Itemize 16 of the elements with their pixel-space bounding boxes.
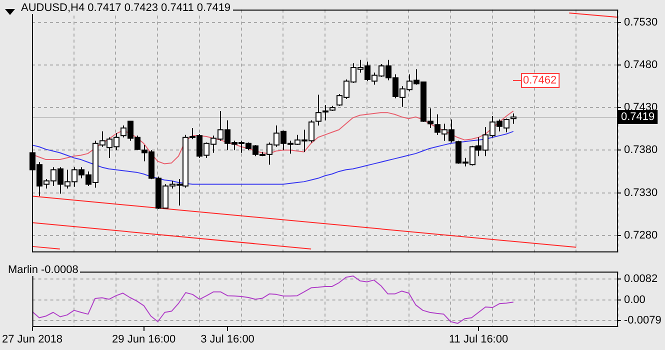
y-tick-label: 0.00 — [624, 294, 646, 306]
y-tick-label: -0.0079 — [624, 314, 662, 326]
x-tick-label: 11 Jul 16:00 — [448, 334, 508, 346]
y-tick-label: 0.7380 — [624, 144, 658, 156]
ref-line-label: 0.7419 — [621, 110, 655, 123]
y-tick-label: 0.7480 — [624, 59, 658, 72]
x-tick-label: 3 Jul 16:00 — [200, 334, 254, 346]
annotation: 0.7462 — [523, 74, 557, 86]
chart-title: Marlin -0.0008 — [6, 264, 80, 276]
x-tick-label: 27 Jun 2018 — [2, 334, 63, 346]
y-tick-label: 0.7530 — [624, 16, 658, 28]
chart-title: AUDUSD,H4 0.7417 0.7423 0.7411 0.7419 — [19, 2, 233, 14]
x-tick-label: 29 Jun 16:00 — [112, 334, 176, 346]
y-tick-label: 0.0082 — [624, 273, 658, 286]
y-tick-label: 0.7280 — [624, 229, 658, 242]
y-tick-label: 0.7330 — [624, 186, 658, 199]
